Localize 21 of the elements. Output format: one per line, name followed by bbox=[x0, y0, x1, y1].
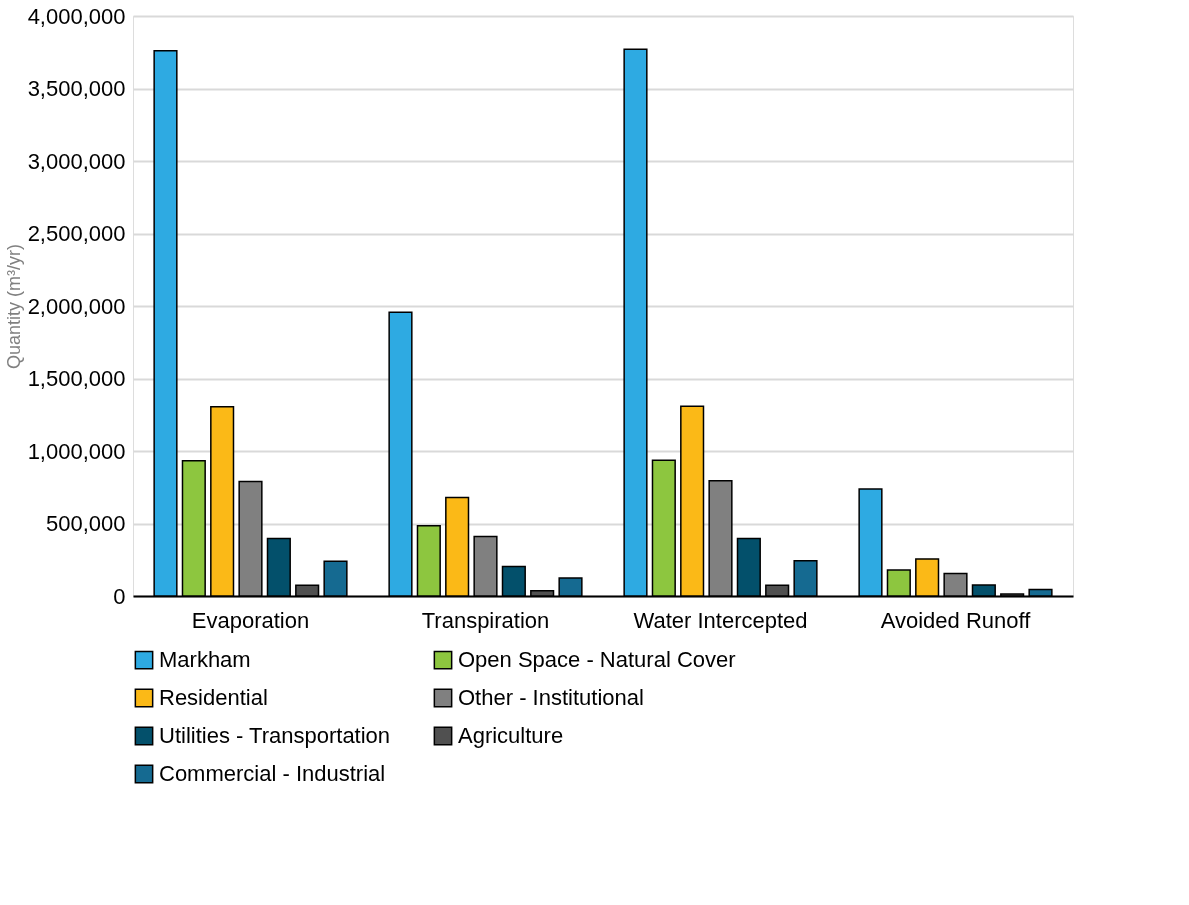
y-tick-label: 1,500,000 bbox=[27, 366, 126, 391]
y-tick-label: 2,500,000 bbox=[27, 221, 126, 246]
legend-label: Other - Institutional bbox=[458, 685, 644, 710]
legend-label: Markham bbox=[159, 647, 251, 673]
legend-label: Utilities - Transportation bbox=[159, 723, 391, 748]
y-tick-label: 500,000 bbox=[45, 511, 126, 536]
y-tick-label: 3,000,000 bbox=[27, 148, 126, 174]
legend-label: Open Space - Natural Cover bbox=[458, 647, 736, 673]
x-tick-label: Water Intercepted bbox=[633, 607, 808, 633]
x-tick-label: Evaporation bbox=[191, 607, 310, 633]
y-tick-label: 1,000,000 bbox=[27, 438, 126, 464]
legend-label: Commercial - Industrial bbox=[159, 761, 386, 786]
y-tick-label: 4,000,000 bbox=[27, 3, 126, 29]
x-tick-label: Avoided Runoff bbox=[880, 607, 1032, 633]
y-tick-label: 3,500,000 bbox=[27, 76, 126, 101]
legend-label: Agriculture bbox=[458, 723, 564, 748]
y-tick-label: 0 bbox=[113, 583, 126, 609]
y-axis-title: Quantity (m³/yr) bbox=[3, 243, 24, 370]
x-tick-label: Transpiration bbox=[421, 607, 550, 633]
y-tick-label: 2,000,000 bbox=[27, 293, 126, 319]
legend-label: Residential bbox=[159, 685, 268, 710]
